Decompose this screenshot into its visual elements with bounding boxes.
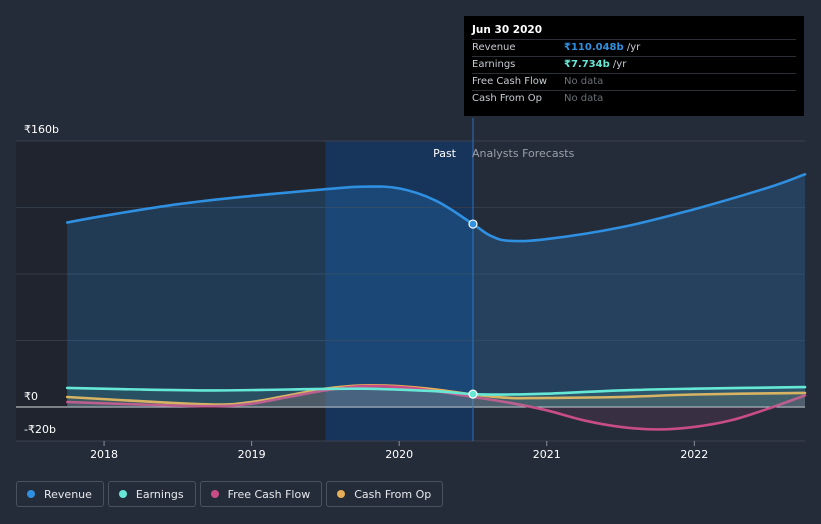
legend-label: Free Cash Flow <box>227 487 311 501</box>
marker-earnings <box>468 389 478 399</box>
series-line-earnings <box>65 385 807 396</box>
x-tick-label: 2018 <box>90 448 118 461</box>
tooltip: Jun 30 2020 Revenue ₹110.048b /yr Earnin… <box>464 16 804 116</box>
tooltip-row-earnings: Earnings ₹7.734b /yr <box>472 56 796 73</box>
tooltip-row-revenue: Revenue ₹110.048b /yr <box>472 39 796 56</box>
series-line-revenue <box>65 173 807 243</box>
legend-dot-icon <box>210 490 219 498</box>
series-area-free-cash-flow <box>67 385 805 430</box>
legend-item-free-cash-flow[interactable]: Free Cash Flow <box>199 481 323 507</box>
tooltip-row-free-cash-flow: Free Cash Flow No data <box>472 73 796 90</box>
x-tick-label: 2022 <box>680 448 708 461</box>
series-area-cash-from-op <box>67 385 805 407</box>
tooltip-label: Revenue <box>472 42 516 53</box>
legend-label: Cash From Op <box>354 487 432 501</box>
tooltip-unit: /yr <box>623 42 641 53</box>
y-tick-label-top: ₹160b <box>24 123 59 136</box>
tooltip-label: Free Cash Flow <box>472 76 548 87</box>
legend-label: Earnings <box>135 487 184 501</box>
legend-dot-icon <box>337 490 346 498</box>
legend-item-revenue[interactable]: Revenue <box>16 481 104 507</box>
y-tick-label-bottom: -₹20b <box>24 423 56 436</box>
legend-dot-icon <box>118 490 127 498</box>
tooltip-value: ₹7.734b <box>564 59 610 70</box>
tooltip-value: ₹110.048b <box>564 42 624 53</box>
x-tick-label: 2019 <box>238 448 266 461</box>
past-label: Past <box>433 147 457 160</box>
series-area-revenue <box>67 174 805 407</box>
tooltip-label: Cash From Op <box>472 93 543 104</box>
legend-label: Revenue <box>44 487 92 501</box>
tooltip-row-cash-from-op: Cash From Op No data <box>472 90 796 107</box>
y-tick-label-zero: ₹0 <box>24 390 38 403</box>
x-tick-label: 2020 <box>385 448 413 461</box>
series-area-earnings <box>67 387 805 407</box>
tooltip-value: No data <box>564 76 604 87</box>
marker-revenue <box>468 219 478 229</box>
tooltip-label: Earnings <box>472 59 516 70</box>
tooltip-unit: /yr <box>609 59 627 70</box>
tooltip-value: No data <box>564 93 604 104</box>
tooltip-date: Jun 30 2020 <box>472 24 543 36</box>
legend-item-cash-from-op[interactable]: Cash From Op <box>326 481 444 507</box>
x-tick-label: 2021 <box>533 448 561 461</box>
legend-dot-icon <box>27 490 35 498</box>
legend-item-earnings[interactable]: Earnings <box>107 481 196 507</box>
legend: Revenue Earnings Free Cash Flow Cash Fro… <box>16 481 444 507</box>
forecast-label: Analysts Forecasts <box>472 147 575 160</box>
